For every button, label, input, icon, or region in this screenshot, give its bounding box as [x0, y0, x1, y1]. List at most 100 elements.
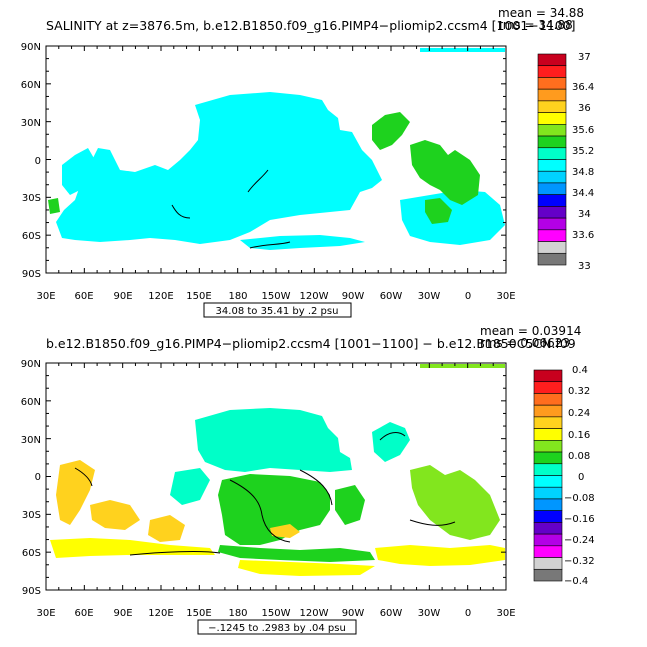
bottom-contour-4 — [409, 519, 456, 526]
top-field-atlantic-south — [425, 198, 452, 224]
bottom-field-arctic — [420, 364, 505, 368]
bottom-range-box — [197, 619, 357, 635]
bottom-colorbar-label: 0.08 — [568, 451, 590, 462]
top-field-atlantic-north — [372, 112, 410, 150]
top-field-atlantic-middle — [410, 140, 480, 205]
bottom-field-equatorial — [170, 468, 210, 505]
top-lon-label: 150W — [262, 291, 291, 302]
colorbar-swatch — [537, 206, 567, 219]
colorbar-swatch — [537, 65, 567, 78]
bottom-lon-label: 60W — [380, 608, 403, 619]
bottom-lon-label: 30E — [496, 608, 515, 619]
top-colorbar-label: 35.2 — [572, 146, 594, 157]
bottom-field-indian-south — [90, 500, 140, 530]
bottom-tick-marks — [45, 362, 507, 591]
top-lon-label: 60W — [380, 291, 403, 302]
colorbar-swatch — [533, 486, 563, 500]
top-colorbar-label: 34.8 — [572, 167, 594, 178]
bottom-lon-label: 180 — [228, 608, 247, 619]
top-lat-label: 60N — [21, 80, 41, 91]
top-lat-label: 90S — [22, 269, 41, 280]
bottom-contour-5 — [129, 551, 221, 556]
colorbar-swatch — [533, 475, 563, 488]
bottom-field-indian-west — [56, 460, 95, 525]
bottom-field-southern-band-east — [375, 545, 505, 566]
top-field-indian — [62, 148, 95, 195]
top-lon-label: 30E — [496, 291, 515, 302]
bottom-colorbar-label: −0.4 — [564, 576, 588, 587]
top-lon-label: 90W — [342, 291, 365, 302]
colorbar-swatch — [533, 463, 563, 476]
top-map-field — [48, 48, 505, 250]
top-lon-label: 0 — [465, 291, 471, 302]
top-colorbar-label: 37 — [578, 52, 591, 63]
bottom-lat-label: 90S — [22, 586, 41, 597]
colorbar-swatch — [533, 545, 563, 558]
colorbar-swatch — [533, 393, 563, 406]
top-rms-label: rms = 34.88 — [498, 18, 573, 32]
colorbar-swatch — [537, 229, 567, 242]
bottom-field-south-pacific — [218, 545, 375, 562]
colorbar-swatch — [537, 252, 567, 266]
bottom-colorbar-label: 0.4 — [572, 365, 588, 376]
top-title: SALINITY at z=3876.5m, b.e12.B1850.f09_g… — [46, 18, 576, 33]
top-field-southern — [240, 235, 365, 250]
top-colorbar-labels: 37 36.4 36 35.6 35.2 34.8 34.4 34 33.6 3… — [572, 52, 594, 272]
top-lat-label: 30N — [21, 118, 41, 129]
top-range-box — [203, 302, 352, 318]
top-panel: SALINITY at z=3876.5m, b.e12.B1850.f09_g… — [21, 6, 594, 318]
bottom-lon-label: 90E — [113, 608, 132, 619]
bottom-lat-label: 60N — [21, 397, 41, 408]
bottom-lon-label: 30E — [36, 608, 55, 619]
colorbar-swatch — [533, 381, 563, 394]
colorbar-swatch — [537, 100, 567, 113]
top-lat-label: 60S — [22, 231, 41, 242]
bottom-colorbar-labels: 0.4 0.32 0.24 0.16 0.08 0 −0.08 −0.16 −0… — [564, 365, 595, 587]
bottom-field-southern-band-west — [50, 538, 215, 558]
bottom-colorbar-label: −0.08 — [564, 493, 595, 504]
colorbar-swatch — [537, 217, 567, 231]
colorbar-swatch — [533, 404, 563, 418]
top-lon-label: 30E — [36, 291, 55, 302]
colorbar-swatch — [533, 510, 563, 523]
top-mean-label: mean = 34.88 — [498, 6, 584, 20]
bottom-colorbar-label: 0 — [578, 472, 584, 483]
top-lon-label: 120E — [148, 291, 173, 302]
colorbar-swatch — [533, 498, 563, 511]
bottom-field-atlantic — [410, 465, 500, 540]
bottom-contour-6 — [379, 432, 406, 441]
colorbar-swatch — [533, 522, 563, 535]
top-tick-marks — [45, 45, 507, 274]
colorbar-swatch — [537, 112, 567, 125]
top-range-label: 34.08 to 35.41 by .2 psu — [216, 306, 339, 317]
top-contour-1 — [247, 169, 269, 193]
bottom-field-north-atlantic — [372, 422, 410, 462]
top-lat-label: 90N — [21, 42, 41, 53]
top-lon-label: 30W — [418, 291, 441, 302]
colorbar-swatch — [533, 557, 563, 570]
bottom-lon-label: 150W — [262, 608, 291, 619]
bottom-colorbar — [533, 369, 563, 582]
colorbar-swatch — [533, 533, 563, 547]
top-colorbar-label: 33.6 — [572, 230, 594, 241]
colorbar-swatch — [533, 428, 563, 441]
top-colorbar-label: 34.4 — [572, 188, 594, 199]
colorbar-swatch — [533, 568, 563, 582]
top-colorbar-label: 36.4 — [572, 82, 594, 93]
bottom-field-north-pacific — [195, 408, 352, 472]
bottom-colorbar-label: 0.32 — [568, 386, 590, 397]
colorbar-swatch — [537, 241, 567, 254]
colorbar-swatch — [537, 77, 567, 90]
bottom-colorbar-label: 0.24 — [568, 408, 590, 419]
top-field-pacific — [56, 92, 382, 244]
top-lat-labels: 90N 60N 30N 0 30S 60S 90S — [21, 42, 41, 280]
bottom-colorbar-label: −0.32 — [564, 556, 595, 567]
top-contour-2 — [249, 241, 291, 249]
bottom-lon-label: 0 — [465, 608, 471, 619]
colorbar-swatch — [537, 182, 567, 195]
colorbar-swatch — [537, 135, 567, 149]
bottom-lat-label: 30N — [21, 435, 41, 446]
bottom-map-field — [50, 364, 505, 576]
bottom-lat-label: 90N — [21, 359, 41, 370]
bottom-lat-label: 60S — [22, 548, 41, 559]
